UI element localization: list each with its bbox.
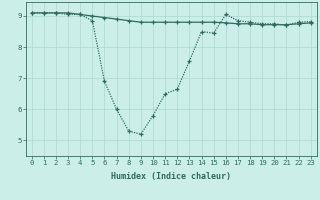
- X-axis label: Humidex (Indice chaleur): Humidex (Indice chaleur): [111, 172, 231, 181]
